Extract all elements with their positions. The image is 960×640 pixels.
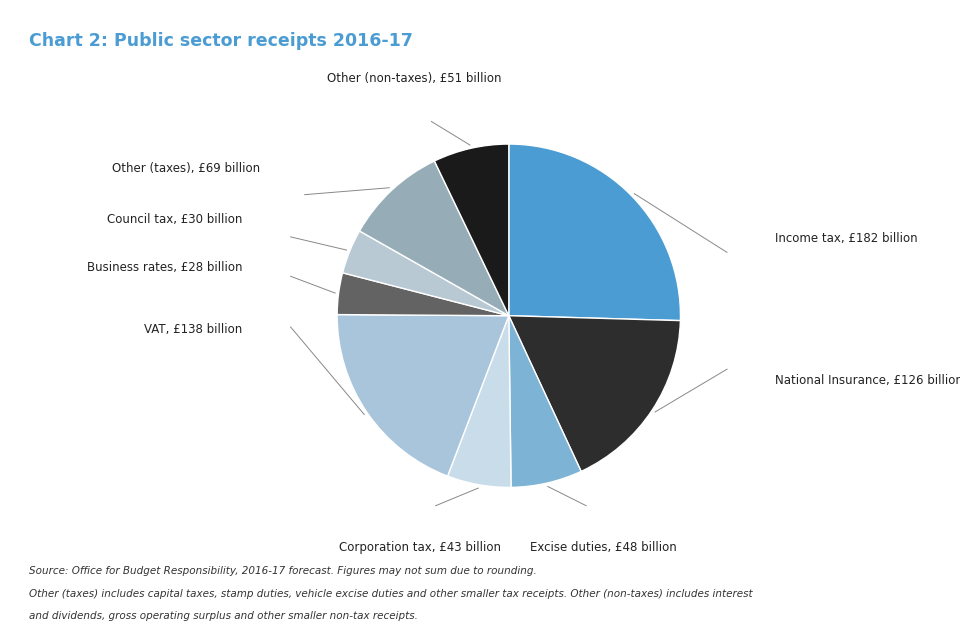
Wedge shape [447, 316, 511, 488]
Wedge shape [509, 316, 681, 472]
Wedge shape [359, 161, 509, 316]
Text: and dividends, gross operating surplus and other smaller non-tax receipts.: and dividends, gross operating surplus a… [29, 611, 418, 621]
Text: VAT, £138 billion: VAT, £138 billion [144, 323, 243, 336]
Text: Other (taxes) includes capital taxes, stamp duties, vehicle excise duties and ot: Other (taxes) includes capital taxes, st… [29, 589, 753, 599]
Text: Excise duties, £48 billion: Excise duties, £48 billion [530, 541, 677, 554]
Text: Other (non-taxes), £51 billion: Other (non-taxes), £51 billion [327, 72, 502, 85]
Text: Source: Office for Budget Responsibility, 2016-17 forecast. Figures may not sum : Source: Office for Budget Responsibility… [29, 566, 537, 577]
Text: Business rates, £28 billion: Business rates, £28 billion [87, 261, 243, 274]
Text: National Insurance, £126 billion: National Insurance, £126 billion [775, 374, 960, 387]
Wedge shape [435, 144, 509, 316]
Wedge shape [509, 144, 681, 321]
Wedge shape [337, 315, 509, 476]
Wedge shape [509, 316, 581, 487]
Wedge shape [343, 231, 509, 316]
Text: Other (taxes), £69 billion: Other (taxes), £69 billion [111, 161, 260, 175]
Text: Income tax, £182 billion: Income tax, £182 billion [775, 232, 918, 245]
Text: Corporation tax, £43 billion: Corporation tax, £43 billion [339, 541, 500, 554]
Wedge shape [337, 273, 509, 316]
Text: Council tax, £30 billion: Council tax, £30 billion [108, 213, 243, 226]
Text: Chart 2: Public sector receipts 2016-17: Chart 2: Public sector receipts 2016-17 [29, 32, 413, 50]
